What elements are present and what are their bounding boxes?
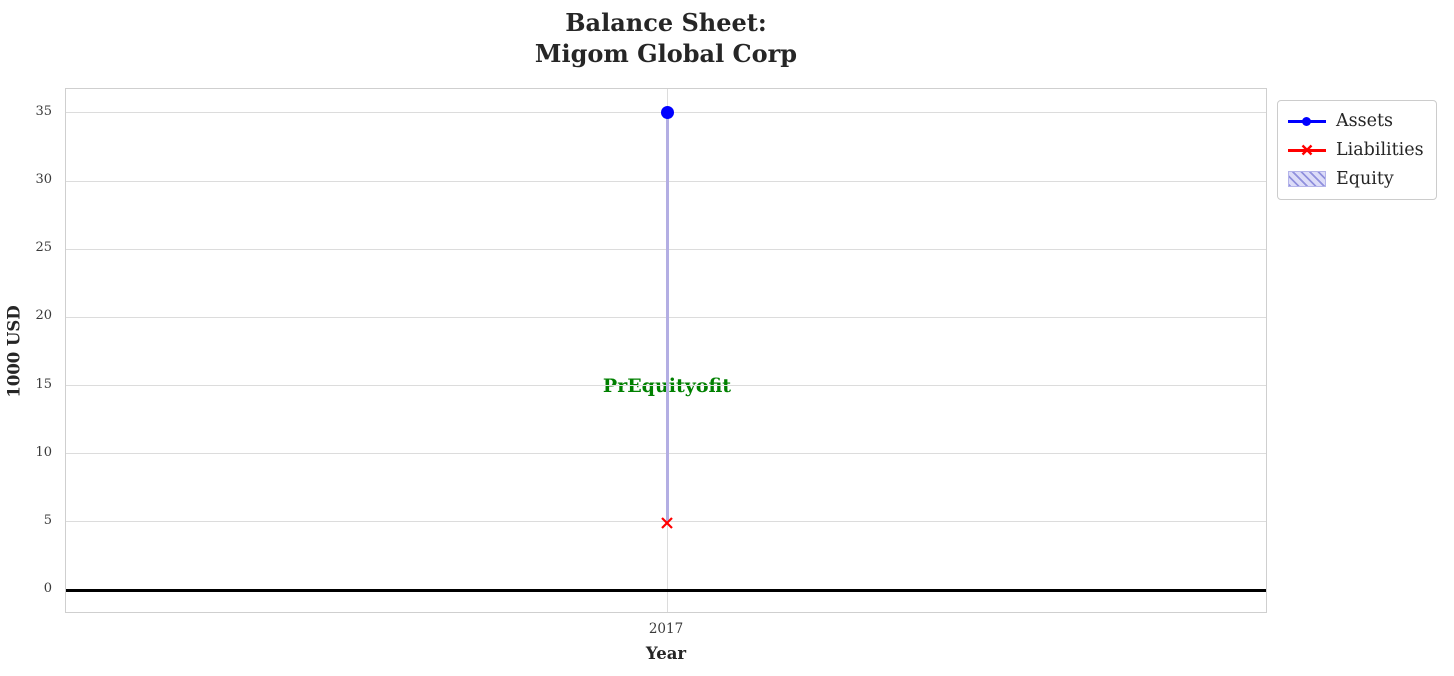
legend-item-assets: Assets [1288, 110, 1424, 132]
x-axis-label: Year [645, 644, 687, 663]
plot-area: PrEquityofit [65, 88, 1267, 613]
y-tick-label: 20 [35, 308, 52, 324]
legend-label-equity: Equity [1336, 169, 1394, 189]
y-tick-label: 25 [35, 240, 52, 256]
equity-band [665, 112, 669, 522]
x-tick-label: 2017 [648, 621, 684, 637]
liabilities-marker [660, 515, 674, 529]
assets-line-icon [1288, 113, 1326, 129]
legend-item-liabilities: Liabilities [1288, 139, 1424, 161]
chart-title-line2: Migom Global Corp [534, 39, 798, 68]
y-tick-label: 5 [43, 512, 52, 528]
y-tick-label: 35 [35, 103, 52, 119]
y-tick-label: 10 [35, 444, 52, 460]
liabilities-line-icon [1288, 142, 1326, 158]
legend-label-assets: Assets [1336, 111, 1393, 131]
assets-marker [660, 106, 674, 120]
chart-title: Balance Sheet: Migom Global Corp [65, 7, 1267, 69]
y-tick-label: 15 [35, 376, 52, 392]
legend-item-equity: Equity [1288, 168, 1424, 190]
y-tick-label: 30 [35, 172, 52, 188]
y-tick-label: 0 [43, 581, 52, 597]
chart-title-line1: Balance Sheet: [565, 8, 767, 37]
legend: Assets Liabilities Equity [1277, 100, 1437, 200]
equity-hatch-icon [1288, 171, 1326, 187]
legend-label-liabilities: Liabilities [1336, 140, 1424, 160]
zero-line [66, 588, 1266, 592]
